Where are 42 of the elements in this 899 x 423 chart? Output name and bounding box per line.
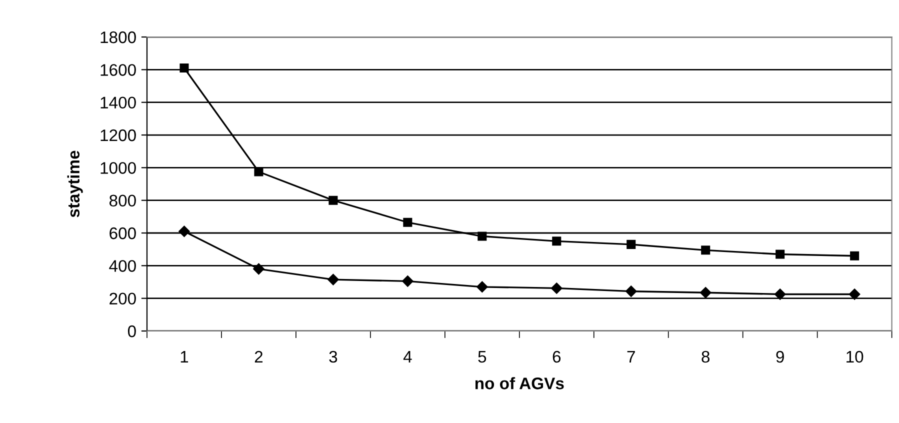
point: [254, 167, 264, 176]
x-tick-label: 3: [329, 350, 338, 363]
y-tick-label: 1000: [100, 162, 136, 174]
point: [848, 288, 860, 300]
x-tick-label: 2: [254, 350, 263, 363]
y-tick-label: 1800: [100, 31, 136, 44]
point: [476, 281, 488, 293]
x-tick-label: 6: [552, 350, 561, 363]
point: [776, 250, 785, 259]
y-tick-label: 1200: [100, 129, 136, 142]
x-tick-label: 8: [702, 350, 710, 363]
y-tick-label: 0: [128, 325, 136, 338]
point: [552, 236, 562, 246]
point: [403, 218, 412, 227]
point: [850, 251, 860, 260]
point: [402, 276, 414, 287]
point: [626, 286, 637, 297]
point: [180, 64, 189, 73]
y-tick-label: 1600: [100, 64, 136, 76]
x-tick-label: 5: [478, 351, 486, 363]
point: [551, 282, 562, 294]
point: [626, 240, 636, 249]
point: [328, 196, 338, 205]
y-tick-label: 400: [109, 260, 136, 272]
point: [178, 226, 190, 237]
point: [478, 232, 487, 241]
point: [700, 287, 712, 298]
y-axis-title: staytime: [67, 150, 83, 218]
x-tick-label: 10: [846, 350, 864, 363]
y-tick-label: 1400: [100, 96, 136, 109]
x-tick-label: 9: [776, 350, 784, 363]
x-axis-title: no of AGVs: [475, 377, 564, 390]
y-tick-label: 600: [110, 227, 136, 240]
point: [701, 246, 710, 255]
y-tick-label: 800: [109, 194, 136, 207]
x-tick-label: 7: [627, 351, 635, 363]
point: [328, 274, 339, 286]
point: [253, 263, 264, 275]
x-tick-label: 4: [403, 351, 412, 363]
x-tick-label: 1: [180, 351, 188, 363]
point: [774, 288, 786, 300]
y-tick-label: 200: [110, 292, 136, 305]
